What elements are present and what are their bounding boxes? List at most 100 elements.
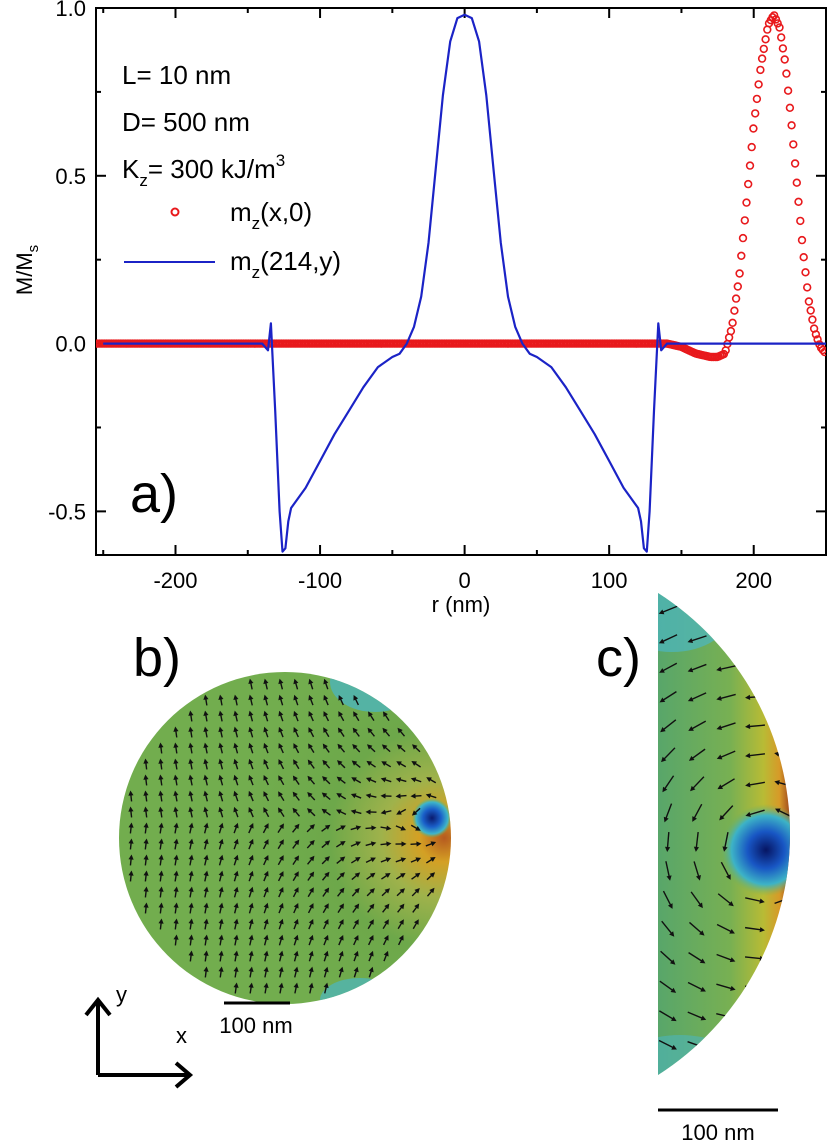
vector-arrow-icon (803, 922, 823, 937)
vector-arrow-icon (307, 855, 315, 865)
arrow-head (414, 872, 421, 878)
arrow-shaft (717, 893, 732, 905)
arrow-head (397, 727, 403, 734)
edge-shade-top (330, 672, 420, 712)
vector-arrow-icon (218, 902, 224, 914)
arrow-head (371, 825, 377, 831)
vector-arrow-icon (693, 861, 701, 881)
arrow-head (173, 902, 179, 908)
arrow-head (383, 935, 389, 941)
vector-arrow-icon (396, 872, 406, 880)
arrow-head (293, 950, 299, 957)
arrow-head (173, 838, 179, 844)
arrow-head (307, 791, 313, 798)
arrow-head (669, 931, 675, 937)
arrow-head (338, 711, 344, 717)
arrow-head (218, 806, 224, 813)
panel-b: b) 100 nm y x (84, 628, 451, 1089)
vector-arrow-icon (322, 776, 331, 785)
vector-arrow-icon (292, 791, 300, 801)
vector-arrow-icon (263, 758, 269, 770)
arrow-shaft (690, 663, 707, 672)
vector-arrow-icon (218, 854, 224, 866)
vector-arrow-icon (143, 822, 149, 834)
vector-arrow-icon (128, 854, 134, 866)
arrow-head (688, 726, 694, 731)
panel-label-c: c) (596, 628, 641, 688)
vector-arrow-icon (773, 1041, 791, 1048)
data-point (745, 161, 755, 170)
vector-arrow-icon (381, 888, 390, 897)
vector-arrow-icon (338, 966, 344, 978)
vector-arrow-icon (278, 710, 284, 722)
data-point (773, 19, 782, 28)
arrow-shaft (665, 861, 671, 878)
vector-arrow-icon (173, 806, 179, 818)
arrow-shaft (807, 752, 822, 760)
vector-arrow-icon (233, 790, 239, 802)
data-point (804, 297, 814, 306)
arrow-head (173, 806, 179, 812)
arrow-head (294, 855, 300, 862)
arrow-shaft (777, 781, 791, 788)
vector-arrow-icon (687, 981, 706, 992)
arrow-shaft (776, 753, 791, 758)
vector-arrow-icon (365, 857, 376, 864)
arrow-shaft (776, 666, 791, 670)
vector-arrow-icon (233, 742, 239, 754)
arrow-head (263, 934, 269, 941)
vector-arrow-icon (322, 903, 329, 914)
arrow-head (352, 744, 358, 750)
vector-arrow-icon (308, 694, 314, 706)
arrow-head (398, 935, 404, 941)
arrow-shaft (666, 831, 670, 850)
vector-arrow-icon (744, 926, 765, 933)
vector-arrow-icon (308, 982, 314, 994)
vector-arrow-icon (278, 950, 284, 962)
arrow-head (233, 982, 239, 988)
vector-arrow-icon (775, 808, 791, 818)
vector-arrow-icon (353, 966, 359, 978)
arrow-shaft (719, 693, 736, 700)
arrow-head (745, 811, 751, 817)
vector-arrow-icon (351, 887, 360, 897)
arrow-shaft (747, 666, 766, 670)
data-point (811, 330, 821, 339)
arrow-head (218, 694, 224, 700)
arrow-head (188, 902, 194, 908)
y-tick-label: 0.5 (55, 164, 86, 189)
data-point (776, 33, 786, 42)
data-point (808, 315, 817, 324)
arrow-shaft (658, 1039, 675, 1049)
vector-arrow-icon (292, 887, 299, 898)
arrow-shaft (690, 720, 707, 731)
arrow-shaft (687, 981, 704, 991)
vector-arrow-icon (380, 857, 392, 863)
arrow-head (399, 903, 405, 910)
vector-arrow-icon (293, 759, 300, 770)
vector-arrow-icon (365, 825, 377, 831)
arrow-head (248, 726, 254, 733)
arrow-head (788, 983, 791, 989)
arrow-head (278, 918, 284, 925)
coordinate-axes: y x (84, 982, 194, 1089)
vector-arrow-icon (293, 950, 299, 962)
vector-arrow-icon (173, 934, 179, 946)
vector-arrow-icon (203, 950, 209, 962)
annotation-length: L= 10 nm (122, 60, 231, 90)
arrow-head (719, 814, 725, 821)
vector-arrow-icon (233, 710, 239, 722)
arrow-head (233, 790, 239, 797)
data-point (749, 124, 758, 133)
vector-arrow-icon (263, 886, 269, 898)
arrow-head (351, 777, 357, 782)
arrow-shaft (773, 985, 791, 989)
arrow-head (323, 934, 329, 941)
vector-arrow-icon (397, 935, 404, 946)
vector-arrow-icon (323, 711, 330, 722)
arrow-head (307, 808, 313, 814)
vector-arrow-icon (323, 950, 329, 962)
arrow-head (369, 872, 376, 878)
arrow-head (203, 822, 209, 829)
arrow-head (368, 711, 373, 717)
